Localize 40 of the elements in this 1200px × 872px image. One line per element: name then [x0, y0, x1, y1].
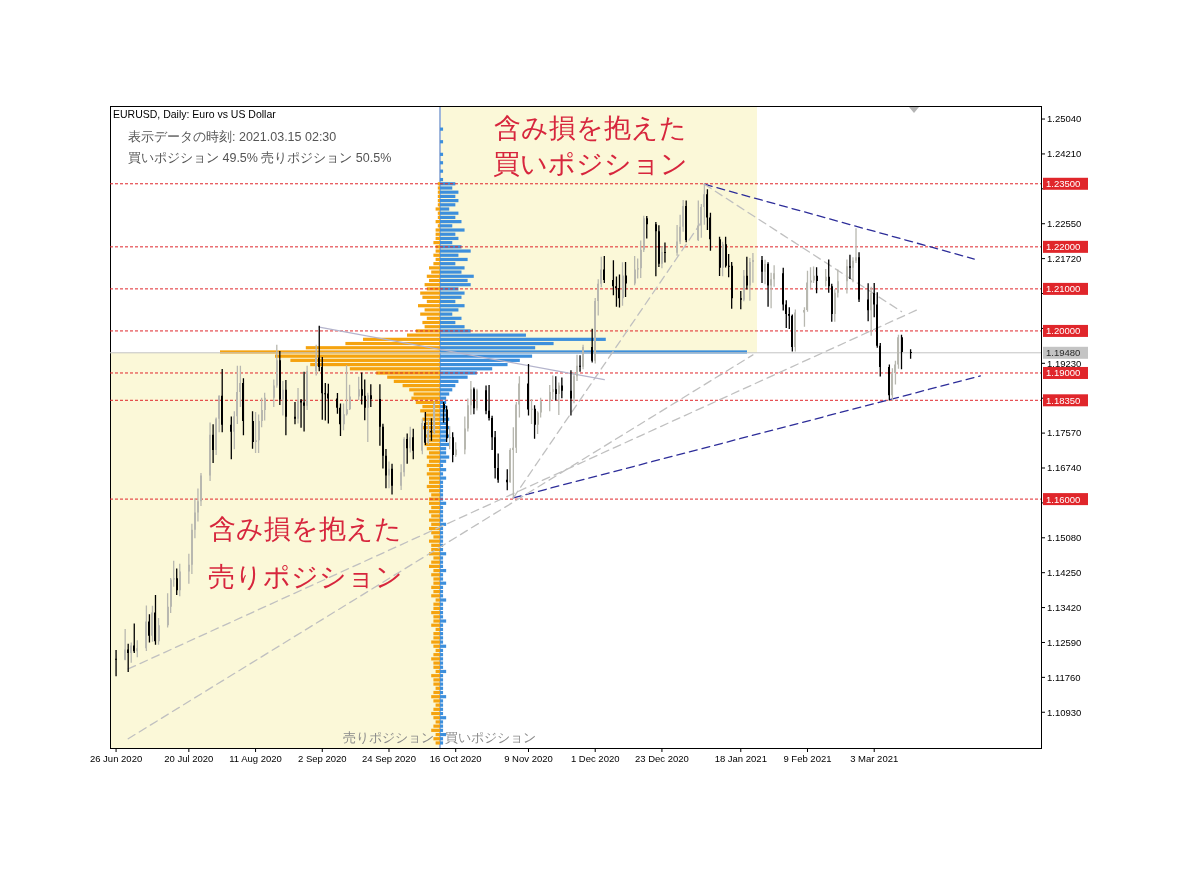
y-tick-label: 1.25040 [1047, 113, 1082, 125]
ref-line-label: 1.21000 [1046, 283, 1081, 295]
x-tick-label: 2 Sep 2020 [297, 753, 347, 764]
annotation: 買いポジション 49.5% 売りポジション 50.5% [128, 151, 392, 165]
x-tick-label: 1 Dec 2020 [570, 753, 620, 764]
ref-line-label: 1.16000 [1046, 493, 1081, 505]
x-axis-title: 売りポジション [343, 730, 434, 745]
band-label: 含み損を抱えた売りポジション [207, 513, 403, 592]
x-tick-label: 9 Nov 2020 [504, 753, 553, 764]
y-tick-label: 1.12590 [1047, 636, 1082, 648]
annotation: 表示データの時刻: 2021.03.15 02:30 [128, 130, 337, 144]
y-tick-label: 1.24210 [1047, 148, 1082, 160]
ref-line-label: 1.22000 [1046, 241, 1081, 253]
x-tick-label: 20 Jul 2020 [164, 753, 214, 764]
ref-line-label: 1.18350 [1046, 394, 1081, 406]
x-tick-label: 23 Dec 2020 [634, 753, 689, 764]
y-tick-label: 1.17570 [1047, 427, 1082, 439]
y-tick-label: 1.19230 [1047, 357, 1082, 369]
chart-title: EURUSD, Daily: Euro vs US Dollar [113, 108, 277, 120]
ref-line-label: 1.19000 [1046, 367, 1081, 379]
ref-line-label: 1.23500 [1046, 178, 1081, 190]
band-label: 含み損を抱えた買いポジション [492, 112, 688, 179]
x-tick-label: 3 Mar 2021 [850, 753, 899, 764]
x-tick-label: 18 Jan 2021 [714, 753, 767, 764]
y-tick-label: 1.14250 [1047, 566, 1082, 578]
y-tick-label: 1.22550 [1047, 218, 1082, 230]
x-axis-title: 買いポジション [445, 730, 536, 745]
x-tick-label: 24 Sep 2020 [362, 753, 416, 764]
ref-line-label: 1.20000 [1046, 325, 1081, 337]
y-tick-label: 1.21720 [1047, 252, 1082, 264]
x-tick-label: 16 Oct 2020 [429, 753, 482, 764]
y-tick-label: 1.13420 [1047, 601, 1082, 613]
ref-line-label: 1.19480 [1046, 347, 1081, 359]
y-tick-label: 1.11760 [1047, 671, 1081, 683]
x-tick-label: 9 Feb 2021 [783, 753, 832, 764]
y-tick-label: 1.16740 [1047, 462, 1082, 474]
x-tick-label: 26 Jun 2020 [89, 753, 143, 764]
y-tick-label: 1.10930 [1047, 706, 1082, 718]
x-tick-label: 11 Aug 2020 [229, 753, 282, 764]
y-tick-label: 1.15080 [1047, 532, 1082, 544]
